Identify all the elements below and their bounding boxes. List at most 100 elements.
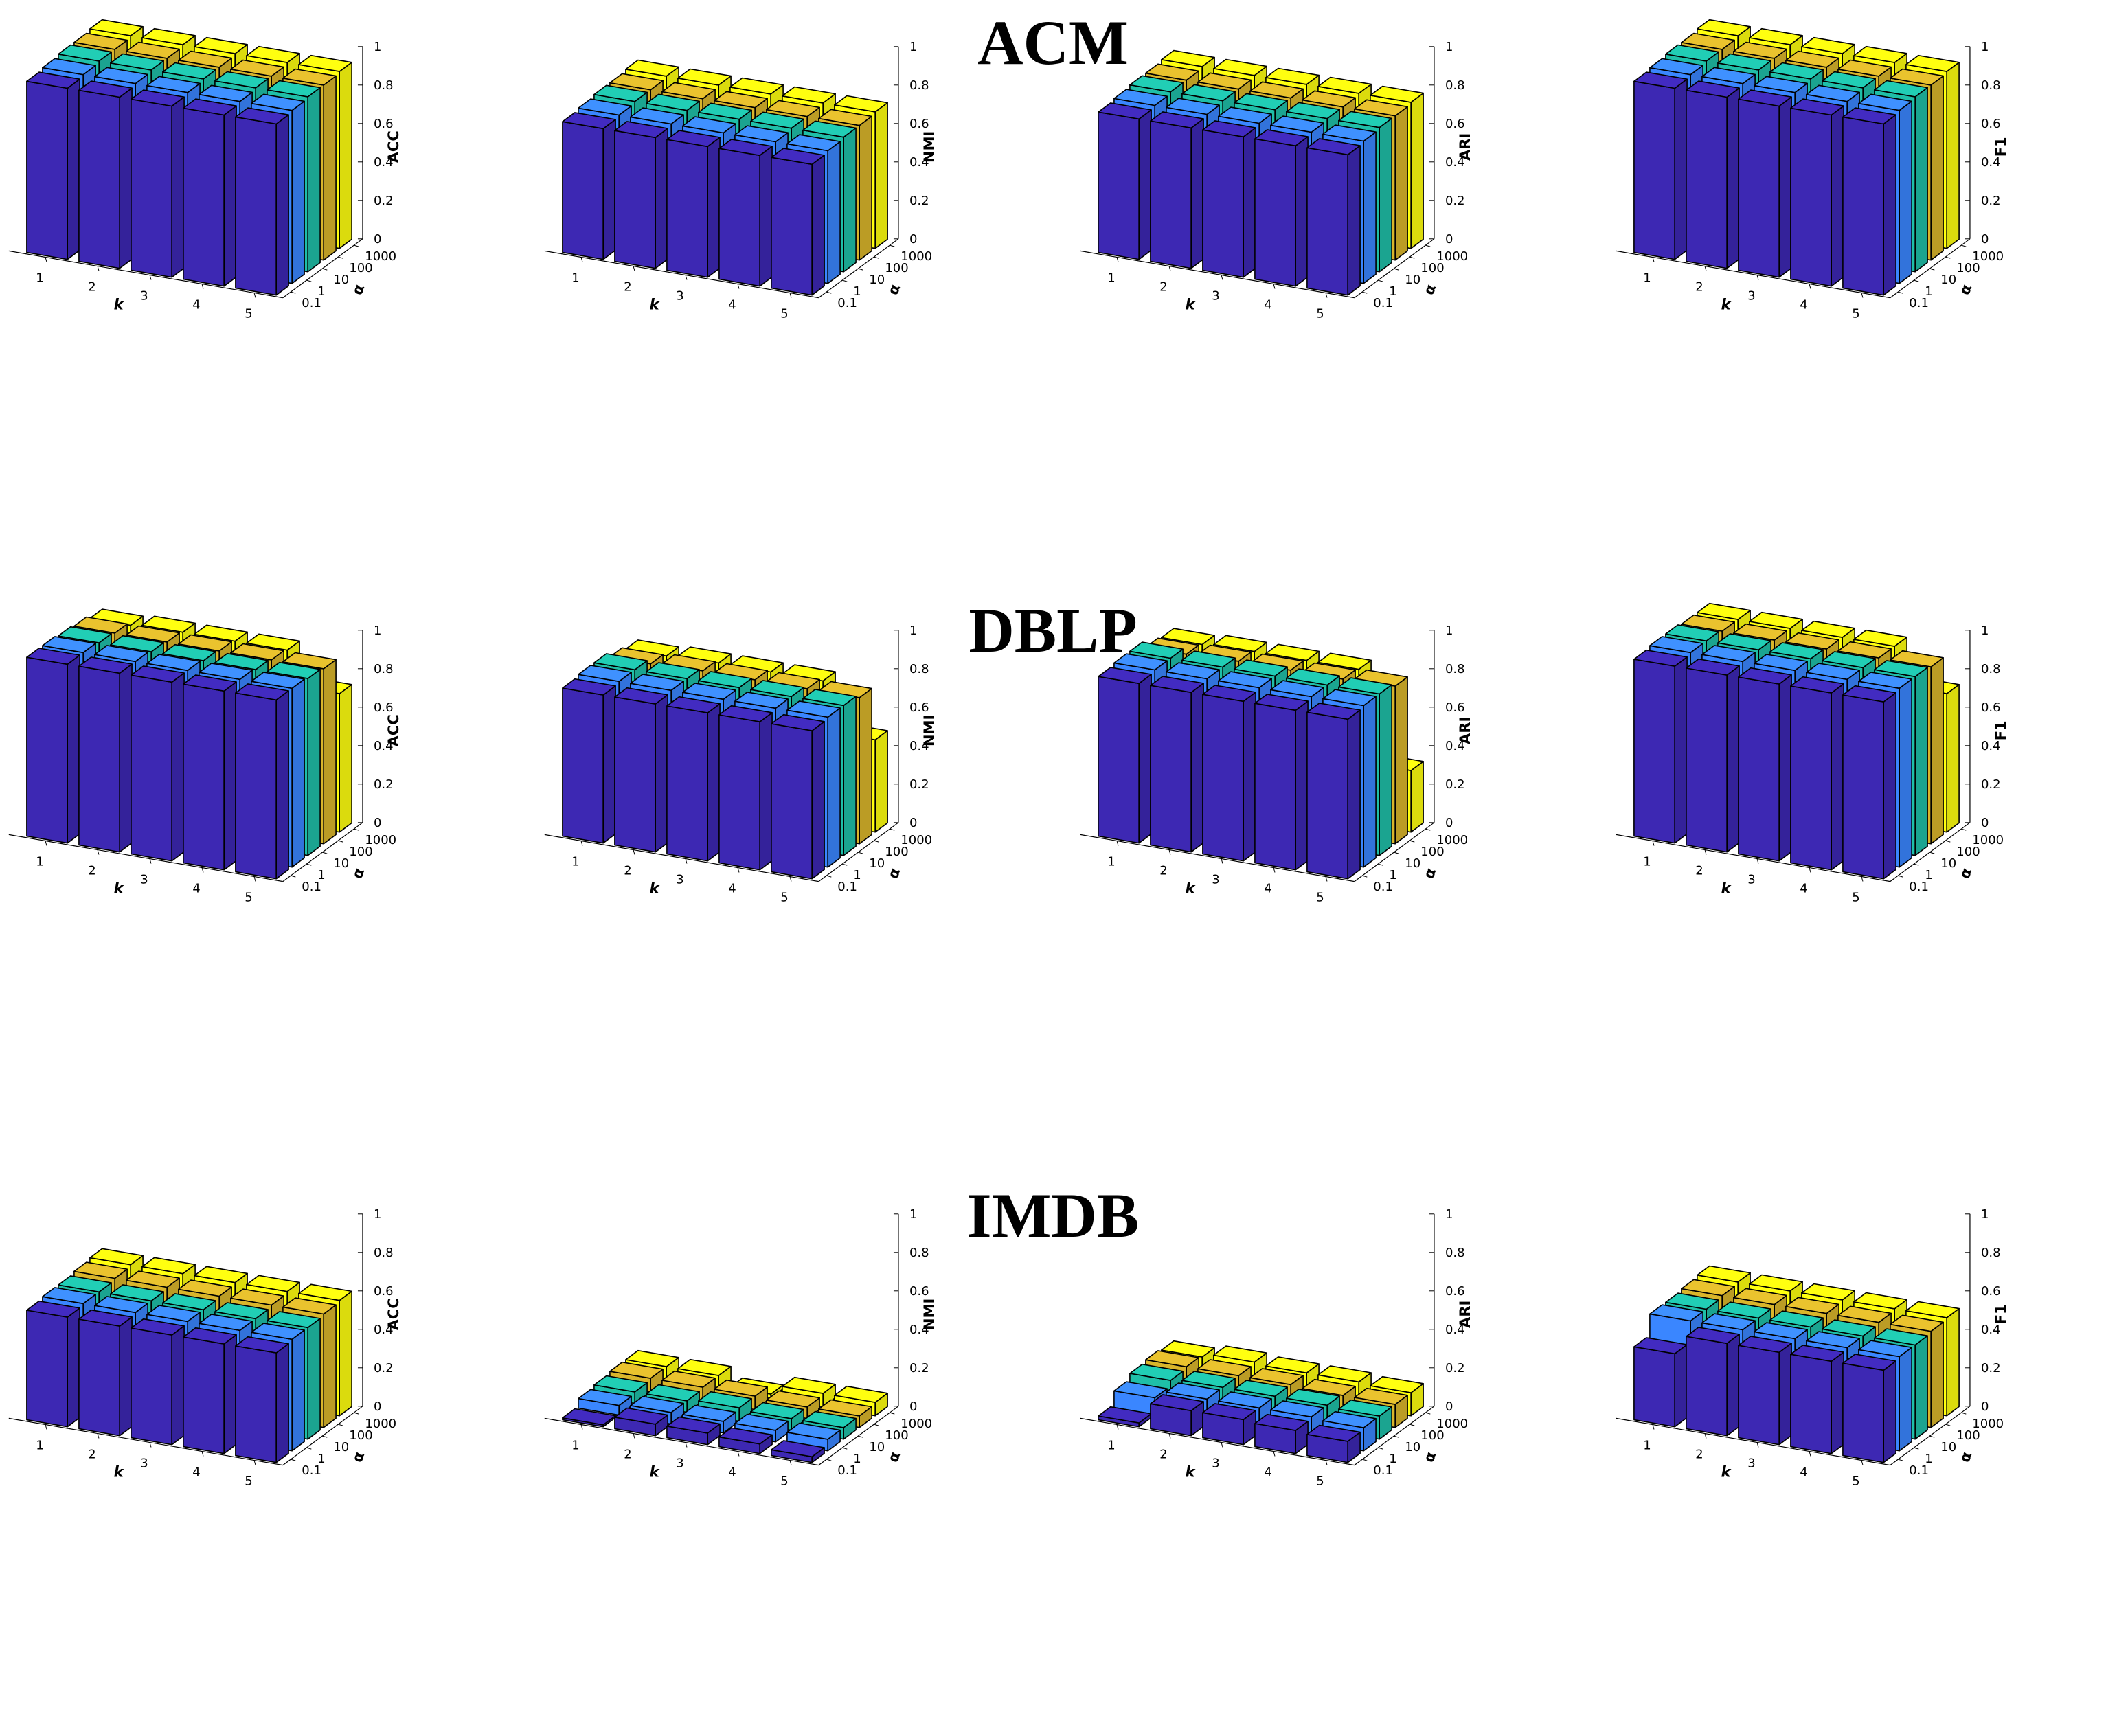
k-tick-label: 3 — [1212, 289, 1219, 304]
z-tick-label: 0.2 — [374, 777, 394, 792]
bar-k3-alpha0_1 — [666, 696, 721, 862]
z-tick-label: 1 — [1981, 40, 1989, 54]
alpha-tick — [306, 1447, 312, 1450]
alpha-axis-label: α — [885, 1450, 903, 1465]
alpha-tick — [1409, 840, 1415, 843]
alpha-tick-label: 0.1 — [1909, 880, 1929, 894]
k-axis-line — [8, 1417, 283, 1466]
z-tick-label: 0.6 — [374, 700, 394, 715]
alpha-tick-label: 10 — [869, 1440, 885, 1454]
k-tick-label: 1 — [36, 855, 43, 869]
k-tick — [1273, 867, 1276, 873]
alpha-axis-line — [1354, 822, 1435, 882]
k-tick-label: 2 — [1159, 1448, 1167, 1462]
k-axis-line — [8, 834, 283, 882]
z-tick-label: 0 — [1445, 816, 1453, 830]
alpha-tick — [1409, 1424, 1415, 1426]
alpha-tick-label: 1 — [853, 868, 861, 882]
alpha-tick — [874, 1424, 879, 1426]
z-tick-label: 0 — [1445, 1400, 1453, 1414]
alpha-tick — [1914, 863, 1919, 866]
alpha-tick-label: 100 — [349, 1428, 372, 1443]
k-axis-line — [8, 250, 283, 299]
alpha-tick — [1961, 244, 1967, 247]
k-tick — [1704, 1433, 1707, 1439]
k-tick — [1704, 849, 1707, 855]
alpha-tick-label: 0.1 — [302, 1463, 321, 1478]
k-tick-label: 3 — [140, 873, 148, 887]
k-tick-label: 2 — [1159, 280, 1167, 295]
bar-k2-alpha0_1 — [1150, 111, 1204, 269]
alpha-tick — [1425, 828, 1431, 831]
z-tick-label: 0.8 — [374, 662, 394, 676]
bar-k5-alpha0_1 — [1842, 685, 1896, 880]
alpha-tick-label: 1000 — [365, 1417, 396, 1431]
k-tick-label: 3 — [676, 289, 683, 304]
k-tick — [737, 1451, 740, 1457]
section-title-imdb: IMDB — [966, 1180, 1140, 1250]
bar-k3-alpha0_1 — [1202, 1403, 1256, 1446]
k-tick-label: 3 — [1212, 1457, 1219, 1471]
k-axis-label: k — [650, 297, 661, 313]
alpha-tick — [338, 840, 343, 843]
alpha-tick-label: 1 — [1925, 1452, 1932, 1466]
k-tick-label: 2 — [1695, 1448, 1703, 1462]
z-tick-label: 0.6 — [909, 1284, 929, 1299]
k-tick — [789, 293, 792, 298]
k-tick-label: 3 — [676, 873, 683, 887]
k-axis-label: k — [1721, 297, 1732, 313]
alpha-tick — [1362, 1459, 1368, 1461]
k-tick-label: 3 — [140, 1457, 148, 1471]
alpha-tick-label: 100 — [1420, 1428, 1444, 1443]
k-axis-label: k — [1186, 880, 1197, 897]
k-tick-label: 5 — [245, 1474, 252, 1489]
alpha-tick — [1394, 268, 1399, 271]
alpha-tick-label: 10 — [869, 273, 885, 287]
alpha-tick — [1898, 875, 1903, 878]
alpha-tick — [354, 828, 359, 831]
z-tick-label: 0.8 — [1981, 662, 2001, 676]
alpha-tick-label: 100 — [1956, 845, 1980, 859]
k-tick-label: 3 — [140, 289, 148, 304]
alpha-axis-line — [1890, 238, 1971, 299]
alpha-tick-label: 0.1 — [837, 1463, 857, 1478]
alpha-tick-label: 0.1 — [1909, 296, 1929, 310]
k-tick — [45, 1424, 47, 1430]
k-tick-label: 3 — [1747, 289, 1755, 304]
alpha-axis-label: α — [1956, 282, 1975, 297]
k-tick-label: 4 — [1800, 298, 1807, 312]
z-tick-label: 0.4 — [1445, 155, 1465, 170]
bar-k1-alpha0_1 — [1098, 667, 1152, 844]
alpha-tick-label: 1 — [853, 1452, 861, 1466]
alpha-tick-label: 100 — [885, 261, 908, 275]
k-tick — [1756, 1442, 1759, 1448]
k-axis-line — [1080, 834, 1355, 882]
k-tick — [1809, 284, 1811, 289]
alpha-tick-label: 10 — [1405, 273, 1420, 287]
alpha-tick-label: 100 — [885, 845, 908, 859]
alpha-tick — [1898, 291, 1903, 294]
alpha-tick — [1929, 268, 1935, 271]
k-tick-label: 4 — [728, 298, 736, 312]
bar-k3-alpha0_1 — [131, 665, 185, 862]
k-tick-label: 2 — [1695, 864, 1703, 878]
alpha-tick-label: 100 — [1956, 261, 1980, 275]
z-tick-label: 0.4 — [374, 739, 394, 753]
alpha-tick-label: 100 — [885, 1428, 908, 1443]
bar-k2-alpha0_1 — [1150, 1394, 1204, 1437]
k-tick-label: 5 — [1852, 1474, 1859, 1489]
k-tick-label: 3 — [1747, 873, 1755, 887]
bar-k1-alpha0_1 — [1098, 1406, 1152, 1428]
bar-k5-alpha0_1 — [235, 1336, 289, 1463]
z-tick-label: 0.6 — [1445, 700, 1465, 715]
alpha-tick — [826, 1459, 832, 1461]
alpha-axis-line — [282, 1406, 363, 1466]
bar-k1-alpha0_1 — [1098, 102, 1152, 260]
bar-k2-alpha0_1 — [78, 656, 133, 853]
k-tick-label: 4 — [728, 1465, 736, 1480]
k-tick — [1273, 1451, 1276, 1457]
alpha-tick — [1409, 256, 1415, 259]
z-tick-label: 1 — [1445, 1207, 1453, 1222]
